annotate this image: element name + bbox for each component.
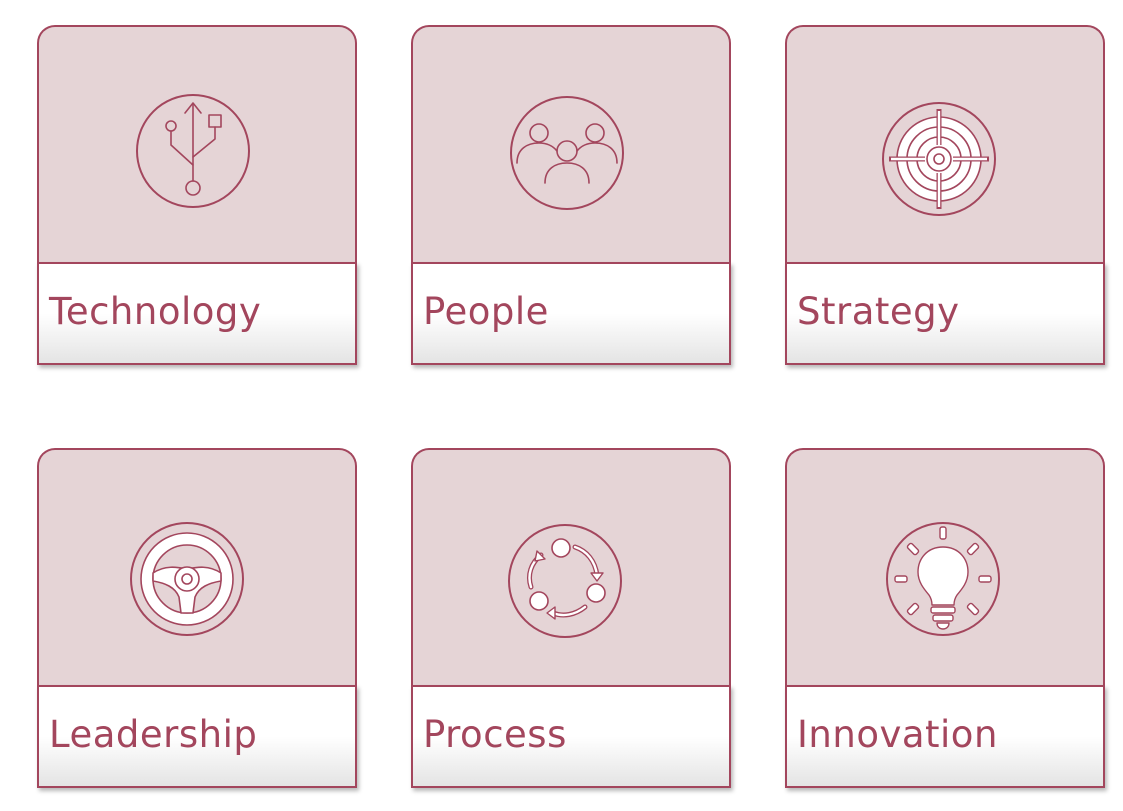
card-leadership[interactable]: Leadership (37, 448, 357, 788)
cycle-process-icon (507, 523, 623, 639)
card-label: Strategy (797, 290, 960, 333)
card-label-panel: Innovation (785, 685, 1105, 788)
card-label-panel: Leadership (37, 685, 357, 788)
card-icon-panel (785, 448, 1105, 686)
card-strategy[interactable]: Strategy (785, 25, 1105, 365)
card-label-panel: Process (411, 685, 731, 788)
card-label: Technology (49, 290, 262, 333)
card-label: Leadership (49, 713, 258, 756)
card-label-panel: Technology (37, 262, 357, 365)
card-people[interactable]: People (411, 25, 731, 365)
card-label-panel: Strategy (785, 262, 1105, 365)
target-icon (881, 101, 997, 217)
card-label: Innovation (797, 713, 998, 756)
usb-icon (135, 93, 251, 209)
card-process[interactable]: Process (411, 448, 731, 788)
steering-wheel-icon (129, 521, 245, 637)
card-label-panel: People (411, 262, 731, 365)
card-label: People (423, 290, 549, 333)
card-innovation[interactable]: Innovation (785, 448, 1105, 788)
card-technology[interactable]: Technology (37, 25, 357, 365)
card-icon-panel (37, 25, 357, 263)
people-group-icon (509, 95, 625, 211)
card-icon-panel (37, 448, 357, 686)
card-icon-panel (411, 25, 731, 263)
lightbulb-icon (885, 521, 1001, 637)
card-icon-panel (411, 448, 731, 686)
card-icon-panel (785, 25, 1105, 263)
card-label: Process (423, 713, 567, 756)
